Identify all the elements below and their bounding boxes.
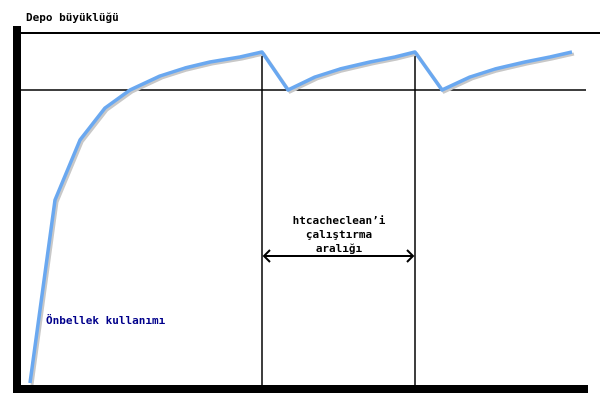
interval-double-arrow (262, 249, 415, 263)
interval-label-line: htcacheclean’i (292, 214, 386, 227)
curve-label: Önbellek kullanımı (46, 314, 166, 327)
interval-label-line: aralığı (315, 242, 363, 255)
y-axis-label: Depo büyüklüğü (26, 11, 119, 24)
y-axis (13, 26, 21, 393)
interval-label: htcacheclean’i çalıştırma aralığı (262, 214, 416, 256)
cache-usage-curve-shadow (30, 52, 575, 386)
x-axis (13, 385, 588, 393)
interval-label-line: çalıştırma (305, 228, 373, 241)
cache-usage-curve (28, 50, 573, 384)
